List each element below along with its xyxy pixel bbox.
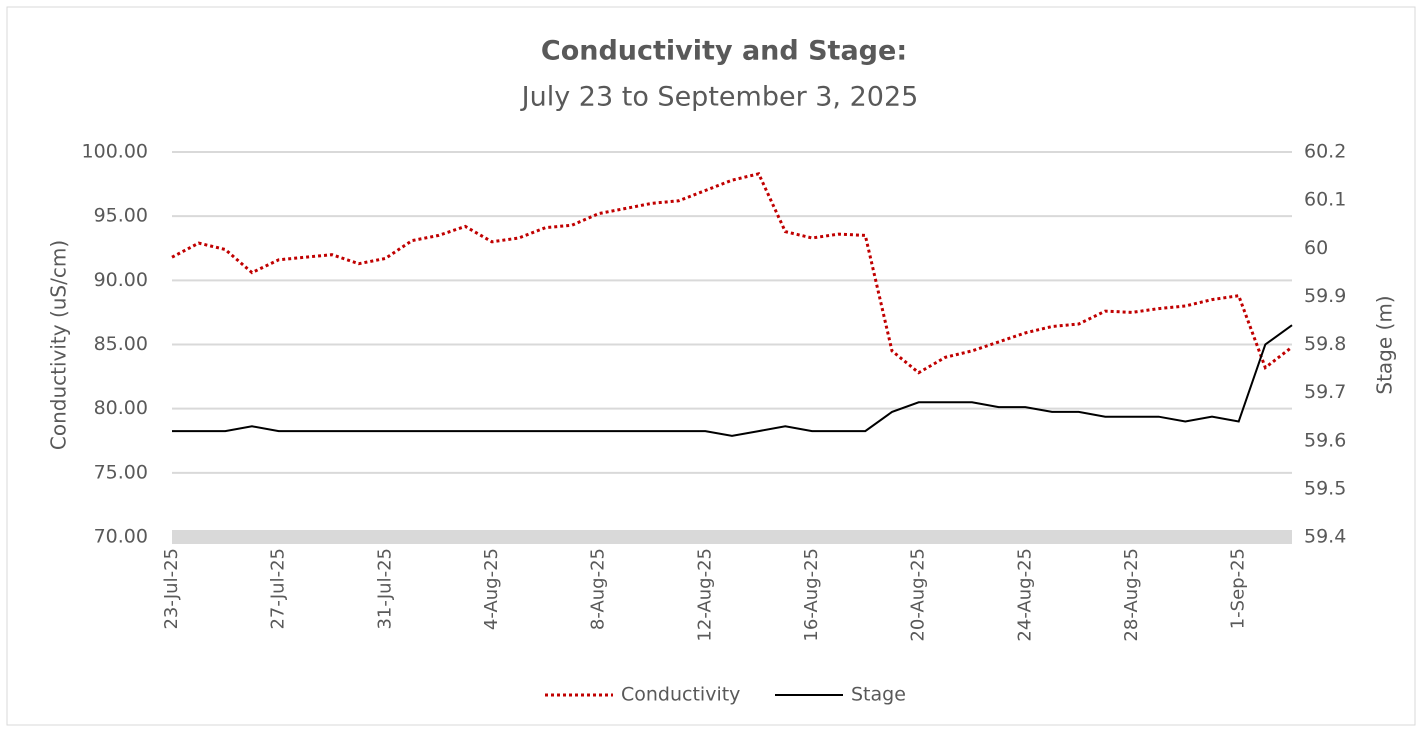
series-line <box>171 172 1293 375</box>
y2-tick-label: 60.1 <box>1304 189 1346 211</box>
chart-frame <box>6 6 1416 726</box>
x-tick-label: 28-Aug-25 <box>1121 548 1142 642</box>
y-tick-label: 95.00 <box>94 205 148 227</box>
x-tick-label: 31-Jul-25 <box>374 548 395 630</box>
y-tick-label: 70.00 <box>94 526 148 548</box>
x-tick-label: 12-Aug-25 <box>694 548 715 642</box>
y-tick-label: 85.00 <box>94 333 148 355</box>
y2-tick-label: 59.9 <box>1304 285 1346 307</box>
x-tick-label: 1-Sep-25 <box>1228 548 1249 629</box>
y2-tick-label: 59.8 <box>1304 333 1346 355</box>
chart-subtitle: July 23 to September 3, 2025 <box>520 82 919 113</box>
x-tick-label: 20-Aug-25 <box>908 548 929 642</box>
x-tick-label: 23-Jul-25 <box>161 548 182 630</box>
y2-tick-label: 59.6 <box>1304 429 1346 451</box>
x-tick-label: 27-Jul-25 <box>268 548 289 630</box>
y2-axis-title: Stage (m) <box>1373 295 1397 394</box>
y2-tick-label: 59.5 <box>1304 477 1346 499</box>
chart-title: Conductivity and Stage: <box>541 36 907 67</box>
y-tick-label: 90.00 <box>94 269 148 291</box>
y-tick-label: 80.00 <box>94 397 148 419</box>
x-tick-label: 24-Aug-25 <box>1014 548 1035 642</box>
x-tick-label: 8-Aug-25 <box>588 548 609 630</box>
legend-label: Stage <box>851 684 906 706</box>
x-axis-band <box>172 530 1292 544</box>
series-line <box>172 324 1293 437</box>
x-tick-label: 16-Aug-25 <box>801 548 822 642</box>
legend-label: Conductivity <box>621 684 740 706</box>
y2-tick-label: 60 <box>1304 237 1328 259</box>
y-tick-label: 75.00 <box>94 461 148 483</box>
x-tick-label: 4-Aug-25 <box>481 548 502 630</box>
y-tick-label: 100.00 <box>82 141 148 163</box>
y2-tick-label: 60.2 <box>1304 141 1346 163</box>
y2-tick-label: 59.7 <box>1304 381 1346 403</box>
y2-tick-label: 59.4 <box>1304 526 1346 548</box>
y-axis-title: Conductivity (uS/cm) <box>47 240 71 450</box>
